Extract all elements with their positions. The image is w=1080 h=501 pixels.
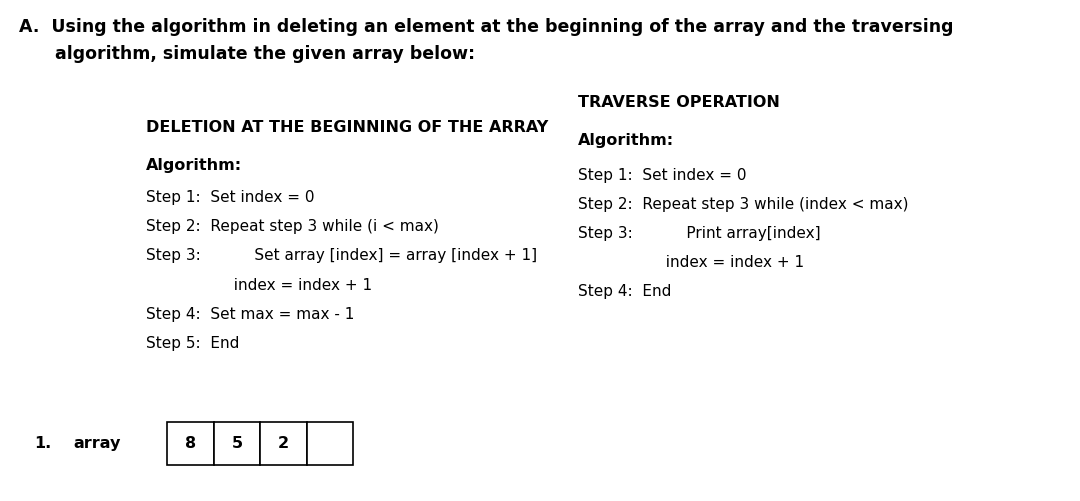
Text: 8: 8	[185, 436, 197, 451]
Bar	[167, 422, 214, 465]
Text: array: array	[73, 436, 121, 451]
Text: DELETION AT THE BEGINNING OF THE ARRAY: DELETION AT THE BEGINNING OF THE ARRAY	[146, 120, 548, 135]
Text: Step 1:  Set index = 0: Step 1: Set index = 0	[578, 168, 746, 183]
Text: Step 4:  Set max = max - 1: Step 4: Set max = max - 1	[146, 307, 354, 322]
Text: Algorithm:: Algorithm:	[578, 133, 674, 148]
Bar	[260, 422, 307, 465]
Text: TRAVERSE OPERATION: TRAVERSE OPERATION	[578, 95, 780, 110]
Text: Algorithm:: Algorithm:	[146, 158, 242, 173]
Bar	[214, 422, 260, 465]
Text: 1.: 1.	[35, 436, 52, 451]
Text: Step 2:  Repeat step 3 while (i < max): Step 2: Repeat step 3 while (i < max)	[146, 219, 438, 234]
Bar	[307, 422, 353, 465]
Text: Step 1:  Set index = 0: Step 1: Set index = 0	[146, 190, 314, 205]
Text: Step 4:  End: Step 4: End	[578, 284, 671, 299]
Text: Step 3:           Print array[index]: Step 3: Print array[index]	[578, 226, 821, 241]
Text: index = index + 1: index = index + 1	[578, 255, 804, 270]
Text: A.  Using the algorithm in deleting an element at the beginning of the array and: A. Using the algorithm in deleting an el…	[19, 18, 954, 36]
Text: 5: 5	[231, 436, 243, 451]
Text: Step 5:  End: Step 5: End	[146, 336, 239, 351]
Text: index = index + 1: index = index + 1	[146, 278, 372, 293]
Text: Step 3:           Set array [index] = array [index + 1]: Step 3: Set array [index] = array [index…	[146, 248, 537, 264]
Text: algorithm, simulate the given array below:: algorithm, simulate the given array belo…	[19, 45, 475, 63]
Text: 2: 2	[278, 436, 289, 451]
Text: Step 2:  Repeat step 3 while (index < max): Step 2: Repeat step 3 while (index < max…	[578, 197, 908, 212]
